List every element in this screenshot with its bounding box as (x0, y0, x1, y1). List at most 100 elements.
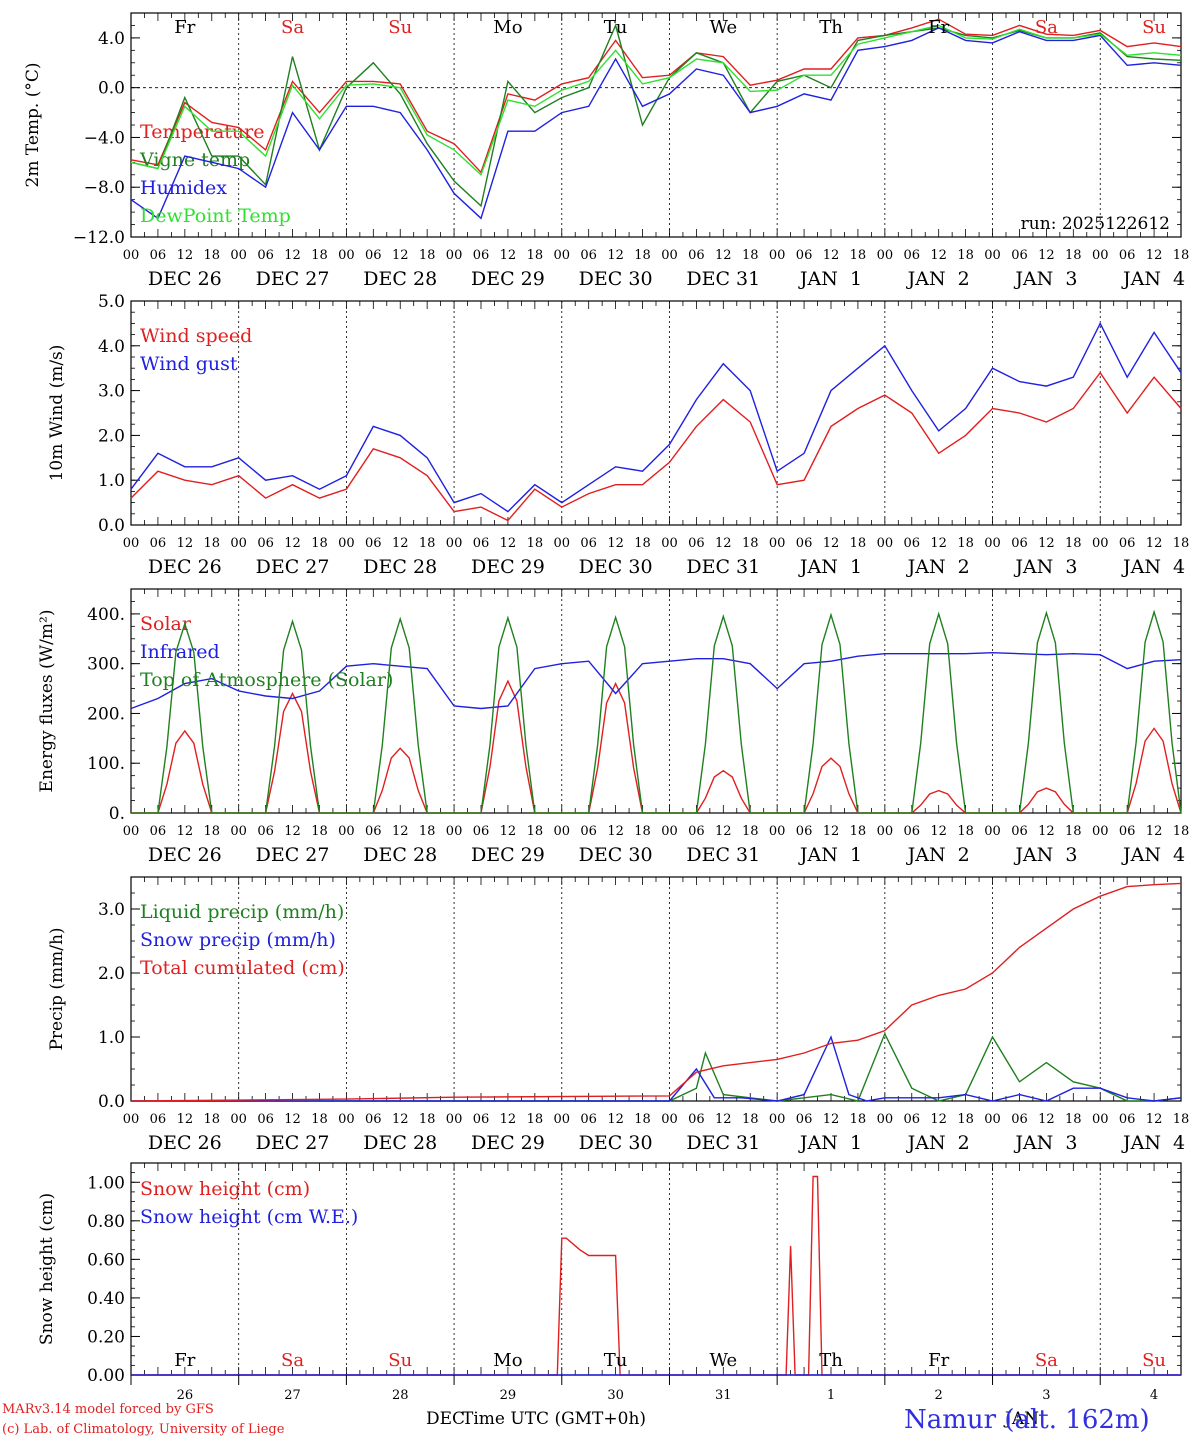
hour-tick-label: 18 (203, 536, 220, 551)
hour-tick-label: 06 (903, 536, 920, 551)
y-tick-label: 1.0 (98, 1028, 125, 1048)
legend-entry: Total cumulated (cm) (140, 957, 345, 979)
hour-tick-label: 00 (553, 824, 570, 839)
legend-entry: Top of Atmosphere (Solar) (140, 669, 393, 691)
hour-tick-label: 12 (715, 1112, 732, 1127)
hour-tick-label: 18 (419, 536, 436, 551)
date-label: DEC 30 (579, 268, 653, 290)
hour-tick-label: 18 (527, 248, 544, 263)
hour-tick-label: 06 (257, 1112, 274, 1127)
hour-tick-label: 12 (607, 1112, 624, 1127)
day-of-week-label: Sa (1035, 17, 1058, 38)
x-axis-label: Time UTC (GMT+0h) (462, 1409, 646, 1429)
day-of-week-label: Su (1142, 17, 1166, 38)
hour-tick-label: 12 (823, 1112, 840, 1127)
y-tick-label: 5.0 (98, 292, 125, 312)
panel-temp: −12.0 −8.0 −4.0 0.0 4.0 2m Temp. (°C) Temperat… (23, 12, 1190, 290)
hour-tick-label: 00 (446, 536, 463, 551)
date-label: DEC 28 (363, 844, 437, 866)
hour-tick-label: 00 (984, 248, 1001, 263)
hour-tick-label: 18 (957, 1112, 974, 1127)
series-line-snow-precip-mm-h- (131, 1035, 1182, 1102)
series-line-solar (131, 679, 1182, 814)
hour-tick-label: 18 (742, 248, 759, 263)
legend-entry: Snow precip (mm/h) (140, 929, 336, 951)
hour-tick-label: 00 (877, 1112, 894, 1127)
hour-tick-label: 12 (607, 248, 624, 263)
hour-tick-label: 06 (688, 248, 705, 263)
hour-tick-label: 06 (365, 1112, 382, 1127)
date-label: DEC 28 (363, 268, 437, 290)
day-of-week-label: We (709, 17, 737, 38)
hour-tick-label: 06 (1011, 1112, 1028, 1127)
y-tick-label: 200. (87, 704, 125, 724)
hour-tick-label: 00 (661, 536, 678, 551)
series-line-temperature (130, 18, 1182, 174)
hour-tick-label: 00 (338, 1112, 355, 1127)
hour-tick-label: 12 (284, 536, 301, 551)
hour-tick-label: 12 (1038, 536, 1055, 551)
hour-tick-label: 12 (823, 824, 840, 839)
legend-entry: Solar (140, 613, 192, 635)
hour-tick-label: 00 (769, 248, 786, 263)
y-tick-label: 0.0 (98, 1092, 125, 1112)
date-label: DEC 26 (148, 1132, 222, 1154)
hour-tick-label: 12 (392, 1112, 409, 1127)
y-tick-label: 3.0 (98, 382, 125, 402)
hour-tick-label: 12 (607, 824, 624, 839)
hour-tick-label: 12 (1146, 536, 1163, 551)
hour-tick-label: 12 (607, 536, 624, 551)
hour-tick-label: 00 (338, 248, 355, 263)
date-label: DEC 26 (148, 556, 222, 578)
hour-tick-label: 18 (1065, 536, 1082, 551)
hour-tick-label: 00 (877, 536, 894, 551)
date-label: DEC 28 (363, 1132, 437, 1154)
y-axis-label: Energy fluxes (W/m²) (37, 610, 57, 793)
date-label: DEC 29 (471, 268, 545, 290)
hour-tick-label: 18 (1173, 536, 1190, 551)
y-tick-label: 0.20 (87, 1327, 125, 1347)
hour-tick-label: 12 (177, 1112, 194, 1127)
hour-tick-label: 18 (957, 536, 974, 551)
hour-tick-label: 00 (553, 248, 570, 263)
day-of-week-label: Su (1142, 1350, 1166, 1371)
hour-tick-label: 00 (1092, 824, 1109, 839)
day-number-label: 1 (827, 1388, 835, 1403)
hour-tick-label: 06 (257, 248, 274, 263)
day-number-label: 3 (1042, 1388, 1050, 1403)
hour-tick-label: 06 (1011, 248, 1028, 263)
panel-wind: 0.0 1.0 2.0 3.0 4.0 5.0 10m Wind (m/s) Wind spe… (47, 292, 1189, 578)
hour-tick-label: 06 (580, 248, 597, 263)
hour-tick-label: 12 (930, 536, 947, 551)
hour-tick-label: 18 (957, 824, 974, 839)
series-line-wind-gust (130, 321, 1182, 513)
date-label: JAN 3 (1013, 1132, 1077, 1154)
legend-entry: Wind gust (140, 353, 238, 375)
series-line-wind-speed (130, 371, 1182, 522)
hour-tick-label: 12 (392, 536, 409, 551)
day-of-week-label: Sa (281, 17, 304, 38)
day-number-label: 2 (935, 1388, 943, 1403)
hour-tick-label: 12 (392, 248, 409, 263)
date-label: DEC 31 (686, 268, 760, 290)
y-tick-label: 4.0 (98, 29, 125, 49)
day-of-week-label: Mo (493, 17, 522, 38)
day-of-week-label: Sa (1035, 1350, 1058, 1371)
hour-tick-label: 12 (715, 248, 732, 263)
bottom-month-right: JAN (1003, 1409, 1039, 1429)
hour-tick-label: 18 (1173, 248, 1190, 263)
y-tick-label: 1.0 (98, 471, 125, 491)
hour-tick-label: 06 (150, 824, 167, 839)
y-tick-label: 4.0 (98, 337, 125, 357)
hour-tick-label: 06 (150, 248, 167, 263)
legend-entry: Wind speed (140, 325, 252, 347)
hour-tick-label: 00 (769, 824, 786, 839)
date-label: DEC 30 (579, 1132, 653, 1154)
hour-tick-label: 18 (1065, 248, 1082, 263)
date-label: DEC 27 (256, 844, 330, 866)
date-label: JAN 3 (1013, 268, 1077, 290)
hour-tick-label: 06 (580, 1112, 597, 1127)
date-label: DEC 31 (686, 556, 760, 578)
day-of-week-label: Tu (604, 1350, 628, 1371)
